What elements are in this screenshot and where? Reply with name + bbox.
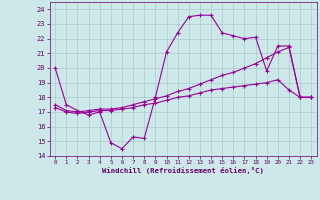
X-axis label: Windchill (Refroidissement éolien,°C): Windchill (Refroidissement éolien,°C) <box>102 167 264 174</box>
